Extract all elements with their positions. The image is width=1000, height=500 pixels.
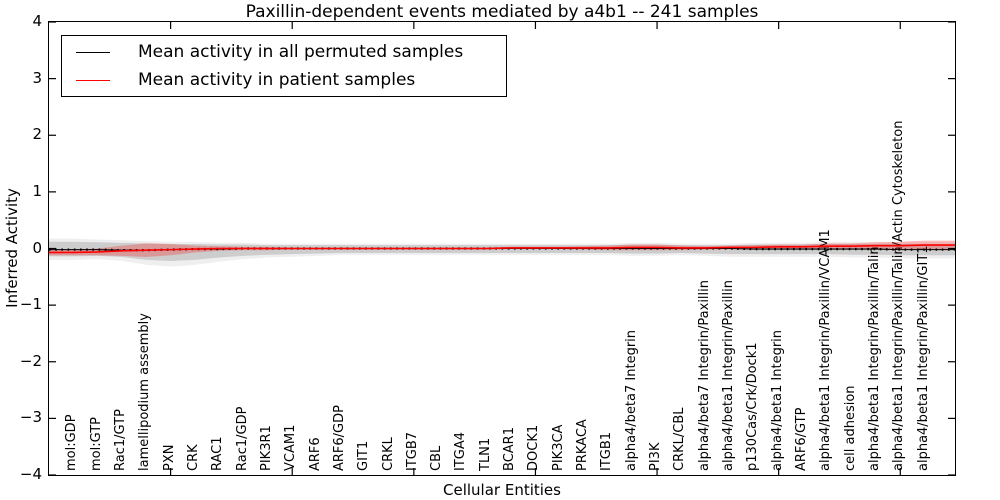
y-tick-label: 0 bbox=[32, 238, 42, 257]
patient-mean-line bbox=[49, 244, 955, 254]
legend-line-patient-icon bbox=[76, 79, 110, 81]
y-tick-label: −3 bbox=[19, 408, 42, 427]
legend: Mean activity in all permuted samples Me… bbox=[61, 35, 507, 97]
y-tick-label: −1 bbox=[19, 295, 42, 314]
y-tick-label: −4 bbox=[19, 465, 42, 483]
legend-item-permuted: Mean activity in all permuted samples bbox=[62, 39, 506, 65]
x-axis-label: Cellular Entities bbox=[443, 481, 561, 499]
y-tick-label: 1 bbox=[32, 181, 42, 200]
y-tick-label: 3 bbox=[32, 68, 42, 87]
legend-line-permuted-icon bbox=[76, 51, 110, 53]
y-tick-label: −2 bbox=[19, 351, 42, 370]
chart-canvas bbox=[49, 22, 955, 475]
y-tick-label: 4 bbox=[32, 12, 42, 30]
permuted-band bbox=[49, 241, 955, 261]
legend-item-patient: Mean activity in patient samples bbox=[62, 67, 506, 93]
legend-label-patient: Mean activity in patient samples bbox=[138, 70, 416, 90]
plot-title: Paxillin-dependent events mediated by a4… bbox=[245, 2, 759, 22]
plot-area bbox=[48, 21, 956, 476]
legend-label-permuted: Mean activity in all permuted samples bbox=[138, 42, 464, 62]
permuted-band-outer bbox=[49, 238, 955, 267]
y-tick-label: 2 bbox=[32, 125, 42, 144]
